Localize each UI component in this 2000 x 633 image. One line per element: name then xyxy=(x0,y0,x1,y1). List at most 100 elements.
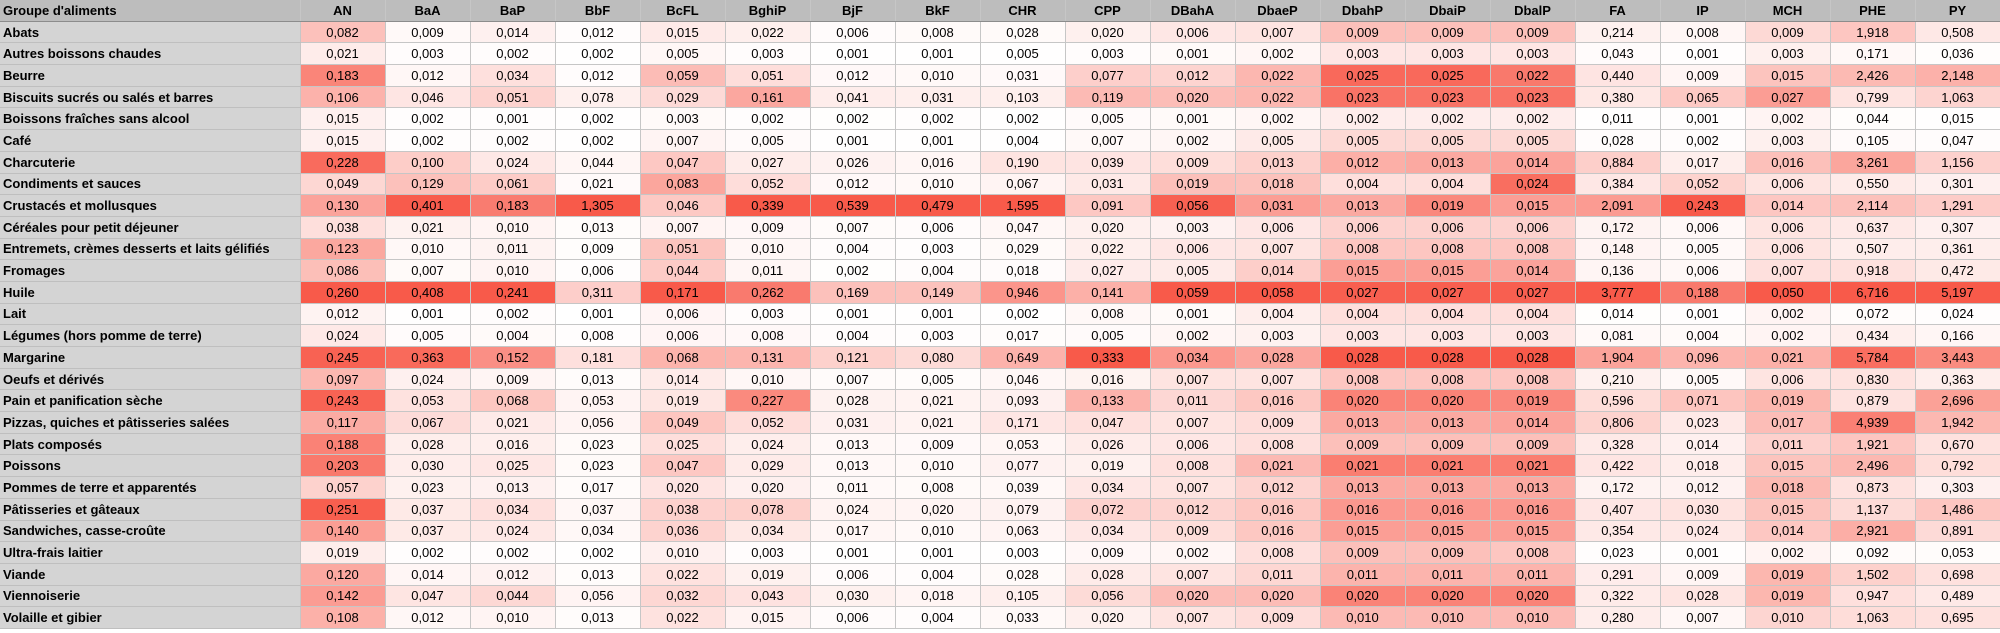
heatmap-cell[interactable]: 0,015 xyxy=(1745,498,1831,521)
heatmap-cell[interactable]: 0,080 xyxy=(895,346,981,369)
heatmap-cell[interactable]: 0,011 xyxy=(470,238,556,261)
heatmap-cell[interactable]: 0,010 xyxy=(895,520,981,543)
heatmap-cell[interactable]: 0,008 xyxy=(555,324,641,347)
heatmap-cell[interactable]: 0,022 xyxy=(640,563,726,586)
heatmap-cell[interactable]: 0,020 xyxy=(1235,585,1321,608)
column-header[interactable]: DbalP xyxy=(1490,0,1576,22)
heatmap-cell[interactable]: 0,006 xyxy=(1320,216,1406,239)
heatmap-cell[interactable]: 0,171 xyxy=(980,411,1066,434)
heatmap-cell[interactable]: 0,006 xyxy=(555,259,641,282)
heatmap-cell[interactable]: 0,020 xyxy=(1065,21,1151,44)
heatmap-cell[interactable]: 0,082 xyxy=(300,21,386,44)
heatmap-cell[interactable]: 0,001 xyxy=(555,303,641,326)
heatmap-cell[interactable]: 0,072 xyxy=(1065,498,1151,521)
heatmap-cell[interactable]: 0,291 xyxy=(1575,563,1661,586)
heatmap-cell[interactable]: 0,799 xyxy=(1830,86,1916,109)
heatmap-cell[interactable]: 0,017 xyxy=(1660,151,1746,174)
heatmap-cell[interactable]: 0,002 xyxy=(1660,129,1746,152)
heatmap-cell[interactable]: 0,004 xyxy=(1235,303,1321,326)
heatmap-cell[interactable]: 0,091 xyxy=(1065,194,1151,217)
row-label[interactable]: Abats xyxy=(0,21,301,44)
heatmap-cell[interactable]: 0,019 xyxy=(1405,194,1491,217)
heatmap-cell[interactable]: 0,027 xyxy=(1405,281,1491,304)
heatmap-cell[interactable]: 0,018 xyxy=(895,585,981,608)
heatmap-cell[interactable]: 0,008 xyxy=(1235,541,1321,564)
heatmap-cell[interactable]: 0,020 xyxy=(1405,389,1491,413)
heatmap-cell[interactable]: 0,002 xyxy=(1235,42,1321,66)
heatmap-cell[interactable]: 0,028 xyxy=(980,21,1066,44)
heatmap-cell[interactable]: 0,002 xyxy=(1745,541,1831,564)
row-label[interactable]: Lait xyxy=(0,303,301,326)
heatmap-cell[interactable]: 0,018 xyxy=(1745,476,1831,499)
heatmap-cell[interactable]: 0,027 xyxy=(725,151,811,174)
heatmap-cell[interactable]: 0,037 xyxy=(385,498,471,521)
heatmap-cell[interactable]: 0,181 xyxy=(555,346,641,369)
heatmap-cell[interactable]: 0,009 xyxy=(1150,151,1236,174)
heatmap-cell[interactable]: 0,508 xyxy=(1915,21,2000,44)
heatmap-cell[interactable]: 0,002 xyxy=(1490,107,1576,131)
heatmap-cell[interactable]: 0,043 xyxy=(725,585,811,608)
heatmap-cell[interactable]: 0,010 xyxy=(1405,606,1491,629)
heatmap-cell[interactable]: 0,009 xyxy=(1235,411,1321,434)
heatmap-cell[interactable]: 0,009 xyxy=(1405,433,1491,456)
heatmap-cell[interactable]: 0,004 xyxy=(1320,173,1406,196)
heatmap-cell[interactable]: 0,013 xyxy=(555,216,641,239)
heatmap-cell[interactable]: 0,354 xyxy=(1575,520,1661,543)
column-header[interactable]: CPP xyxy=(1065,0,1151,22)
heatmap-cell[interactable]: 0,307 xyxy=(1915,216,2000,239)
heatmap-cell[interactable]: 0,034 xyxy=(555,520,641,543)
heatmap-cell[interactable]: 0,003 xyxy=(1490,42,1576,66)
heatmap-cell[interactable]: 0,010 xyxy=(1490,606,1576,629)
heatmap-cell[interactable]: 0,183 xyxy=(470,194,556,217)
heatmap-cell[interactable]: 0,003 xyxy=(1490,324,1576,347)
column-header[interactable]: PHE xyxy=(1830,0,1916,22)
heatmap-cell[interactable]: 0,002 xyxy=(470,303,556,326)
heatmap-cell[interactable]: 0,014 xyxy=(1235,259,1321,282)
heatmap-cell[interactable]: 0,022 xyxy=(1490,64,1576,87)
heatmap-cell[interactable]: 0,133 xyxy=(1065,389,1151,413)
heatmap-cell[interactable]: 0,380 xyxy=(1575,86,1661,109)
heatmap-cell[interactable]: 0,014 xyxy=(1575,303,1661,326)
heatmap-cell[interactable]: 0,190 xyxy=(980,151,1066,174)
heatmap-cell[interactable]: 0,183 xyxy=(300,64,386,87)
heatmap-cell[interactable]: 0,117 xyxy=(300,411,386,434)
heatmap-cell[interactable]: 0,047 xyxy=(640,151,726,174)
column-header[interactable]: FA xyxy=(1575,0,1661,22)
heatmap-cell[interactable]: 0,003 xyxy=(1320,324,1406,347)
heatmap-cell[interactable]: 0,044 xyxy=(555,151,641,174)
row-label[interactable]: Pâtisseries et gâteaux xyxy=(0,498,301,521)
heatmap-cell[interactable]: 0,016 xyxy=(1490,498,1576,521)
heatmap-cell[interactable]: 0,007 xyxy=(640,129,726,152)
heatmap-cell[interactable]: 0,096 xyxy=(1660,346,1746,369)
heatmap-cell[interactable]: 0,009 xyxy=(385,21,471,44)
heatmap-cell[interactable]: 0,020 xyxy=(1065,606,1151,629)
heatmap-cell[interactable]: 0,007 xyxy=(1150,606,1236,629)
heatmap-cell[interactable]: 0,012 xyxy=(385,606,471,629)
heatmap-cell[interactable]: 0,034 xyxy=(1150,346,1236,369)
heatmap-cell[interactable]: 0,013 xyxy=(1405,151,1491,174)
heatmap-cell[interactable]: 0,001 xyxy=(810,129,896,152)
heatmap-cell[interactable]: 0,011 xyxy=(1405,563,1491,586)
heatmap-cell[interactable]: 0,026 xyxy=(810,151,896,174)
heatmap-cell[interactable]: 0,003 xyxy=(1405,324,1491,347)
heatmap-cell[interactable]: 0,006 xyxy=(1150,21,1236,44)
heatmap-cell[interactable]: 0,020 xyxy=(1150,585,1236,608)
heatmap-cell[interactable]: 0,008 xyxy=(1405,368,1491,391)
heatmap-cell[interactable]: 0,024 xyxy=(1490,173,1576,196)
heatmap-cell[interactable]: 0,363 xyxy=(385,346,471,369)
heatmap-cell[interactable]: 0,006 xyxy=(1150,433,1236,456)
heatmap-cell[interactable]: 0,472 xyxy=(1915,259,2000,282)
heatmap-cell[interactable]: 0,005 xyxy=(1150,259,1236,282)
heatmap-cell[interactable]: 0,017 xyxy=(810,520,896,543)
heatmap-cell[interactable]: 0,489 xyxy=(1915,585,2000,608)
heatmap-cell[interactable]: 0,010 xyxy=(470,259,556,282)
heatmap-cell[interactable]: 0,015 xyxy=(1745,454,1831,478)
heatmap-cell[interactable]: 0,078 xyxy=(555,86,641,109)
heatmap-cell[interactable]: 0,016 xyxy=(1235,520,1321,543)
column-header[interactable]: BbF xyxy=(555,0,641,22)
heatmap-cell[interactable]: 0,006 xyxy=(1745,173,1831,196)
heatmap-cell[interactable]: 0,243 xyxy=(1660,194,1746,217)
column-header[interactable]: AN xyxy=(300,0,386,22)
heatmap-cell[interactable]: 0,009 xyxy=(1745,21,1831,44)
heatmap-cell[interactable]: 0,001 xyxy=(810,42,896,66)
